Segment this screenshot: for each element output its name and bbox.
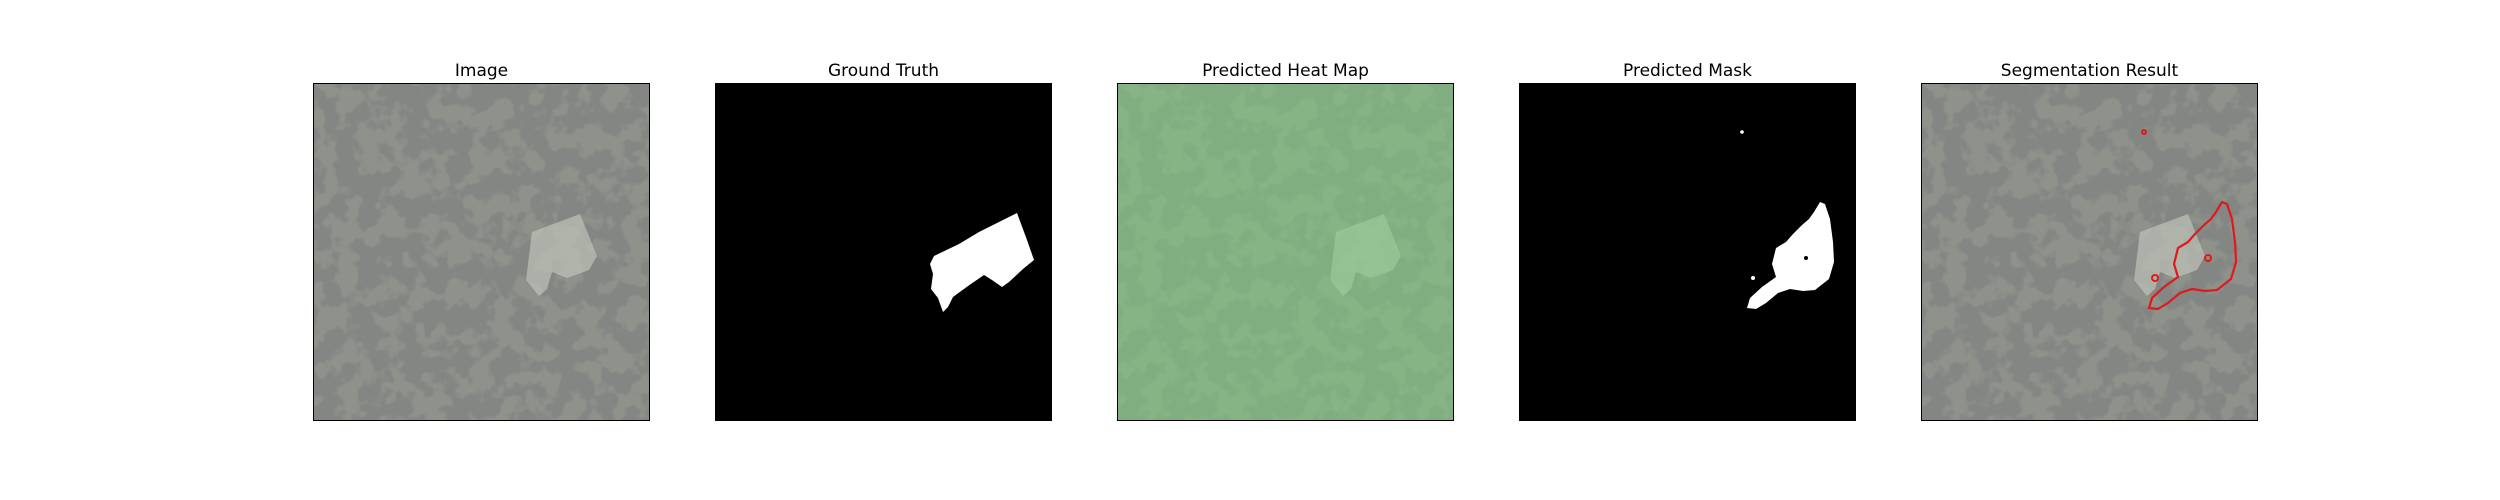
panel-title: Image: [454, 61, 509, 81]
segmentation-contour: [2147, 200, 2238, 311]
ground-truth-region: [930, 213, 1034, 312]
segmentation-image: [1921, 83, 2258, 421]
ground-truth-mask: [715, 83, 1052, 421]
heat-map: [1117, 83, 1454, 421]
predicted-region: [1747, 202, 1834, 309]
panel-title: Segmentation Result: [2000, 61, 2179, 81]
panel-title: Ground Truth: [827, 61, 940, 81]
heat-overlay: [1118, 84, 1453, 420]
panel-title: Predicted Mask: [1623, 61, 1752, 81]
mask-speck: [1740, 130, 1744, 134]
predicted-mask: [1519, 83, 1856, 421]
panel-title: Predicted Heat Map: [1202, 61, 1369, 81]
aerial-image: [313, 83, 650, 421]
